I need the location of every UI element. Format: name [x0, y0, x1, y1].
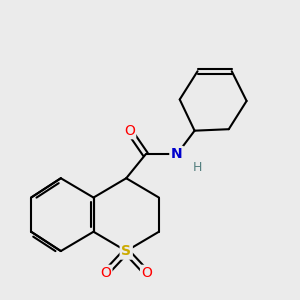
Text: S: S — [121, 244, 131, 258]
Text: O: O — [100, 266, 111, 280]
Text: O: O — [142, 266, 152, 280]
Text: N: N — [171, 148, 183, 161]
Text: H: H — [193, 161, 202, 174]
Text: O: O — [124, 124, 135, 138]
